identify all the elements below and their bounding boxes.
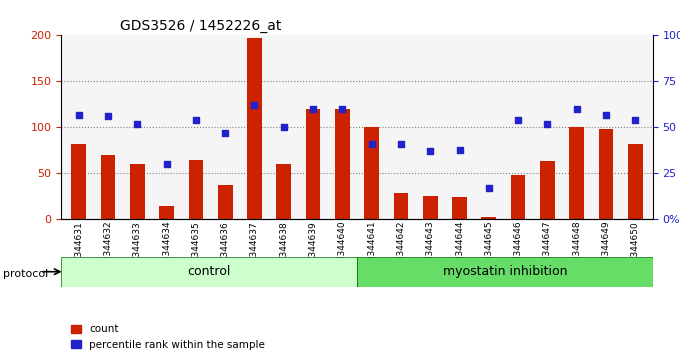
Point <box>600 112 611 118</box>
Point <box>73 112 84 118</box>
Bar <box>130 164 145 219</box>
Point <box>571 106 582 112</box>
Bar <box>511 175 526 219</box>
Point <box>513 117 524 123</box>
Bar <box>481 217 496 219</box>
Point <box>425 149 436 154</box>
Point <box>278 125 289 130</box>
Point <box>454 147 465 152</box>
Bar <box>569 127 584 219</box>
Point <box>396 141 407 147</box>
Bar <box>364 126 379 219</box>
Bar <box>394 193 408 219</box>
Text: GDS3526 / 1452226_at: GDS3526 / 1452226_at <box>120 19 282 33</box>
Bar <box>628 144 643 219</box>
Bar <box>159 206 174 219</box>
Bar <box>335 109 350 219</box>
Bar <box>247 38 262 219</box>
Bar <box>452 198 467 219</box>
Text: myostatin inhibition: myostatin inhibition <box>443 265 567 278</box>
Point <box>483 185 494 191</box>
Bar <box>218 185 233 219</box>
Bar <box>306 109 320 219</box>
Point <box>249 103 260 108</box>
Point <box>132 121 143 127</box>
Point <box>307 106 318 112</box>
Bar <box>188 160 203 219</box>
Legend: count, percentile rank within the sample: count, percentile rank within the sample <box>67 320 269 354</box>
Point <box>337 106 347 112</box>
Point <box>161 161 172 167</box>
Bar <box>71 144 86 219</box>
Point <box>103 114 114 119</box>
Point <box>220 130 231 136</box>
Point <box>367 141 377 147</box>
Point <box>190 117 201 123</box>
Bar <box>277 164 291 219</box>
Bar <box>540 161 555 219</box>
Point <box>630 117 641 123</box>
Text: protocol: protocol <box>3 269 49 279</box>
FancyBboxPatch shape <box>357 257 653 287</box>
Bar <box>101 155 116 219</box>
Bar <box>423 196 437 219</box>
FancyBboxPatch shape <box>61 257 357 287</box>
Text: control: control <box>188 265 231 278</box>
Point <box>542 121 553 127</box>
Bar <box>598 129 613 219</box>
